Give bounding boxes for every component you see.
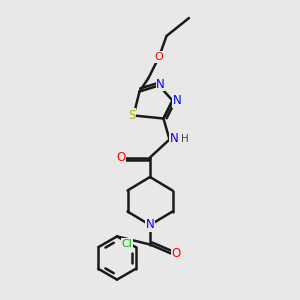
Text: O: O [154, 52, 164, 62]
Text: N: N [156, 77, 165, 91]
Text: O: O [116, 151, 125, 164]
Text: S: S [128, 109, 136, 122]
Text: O: O [172, 247, 181, 260]
Text: H: H [181, 134, 188, 144]
Text: N: N [172, 94, 182, 107]
Text: N: N [169, 131, 178, 145]
Text: Cl: Cl [122, 238, 133, 249]
Text: N: N [146, 218, 154, 232]
